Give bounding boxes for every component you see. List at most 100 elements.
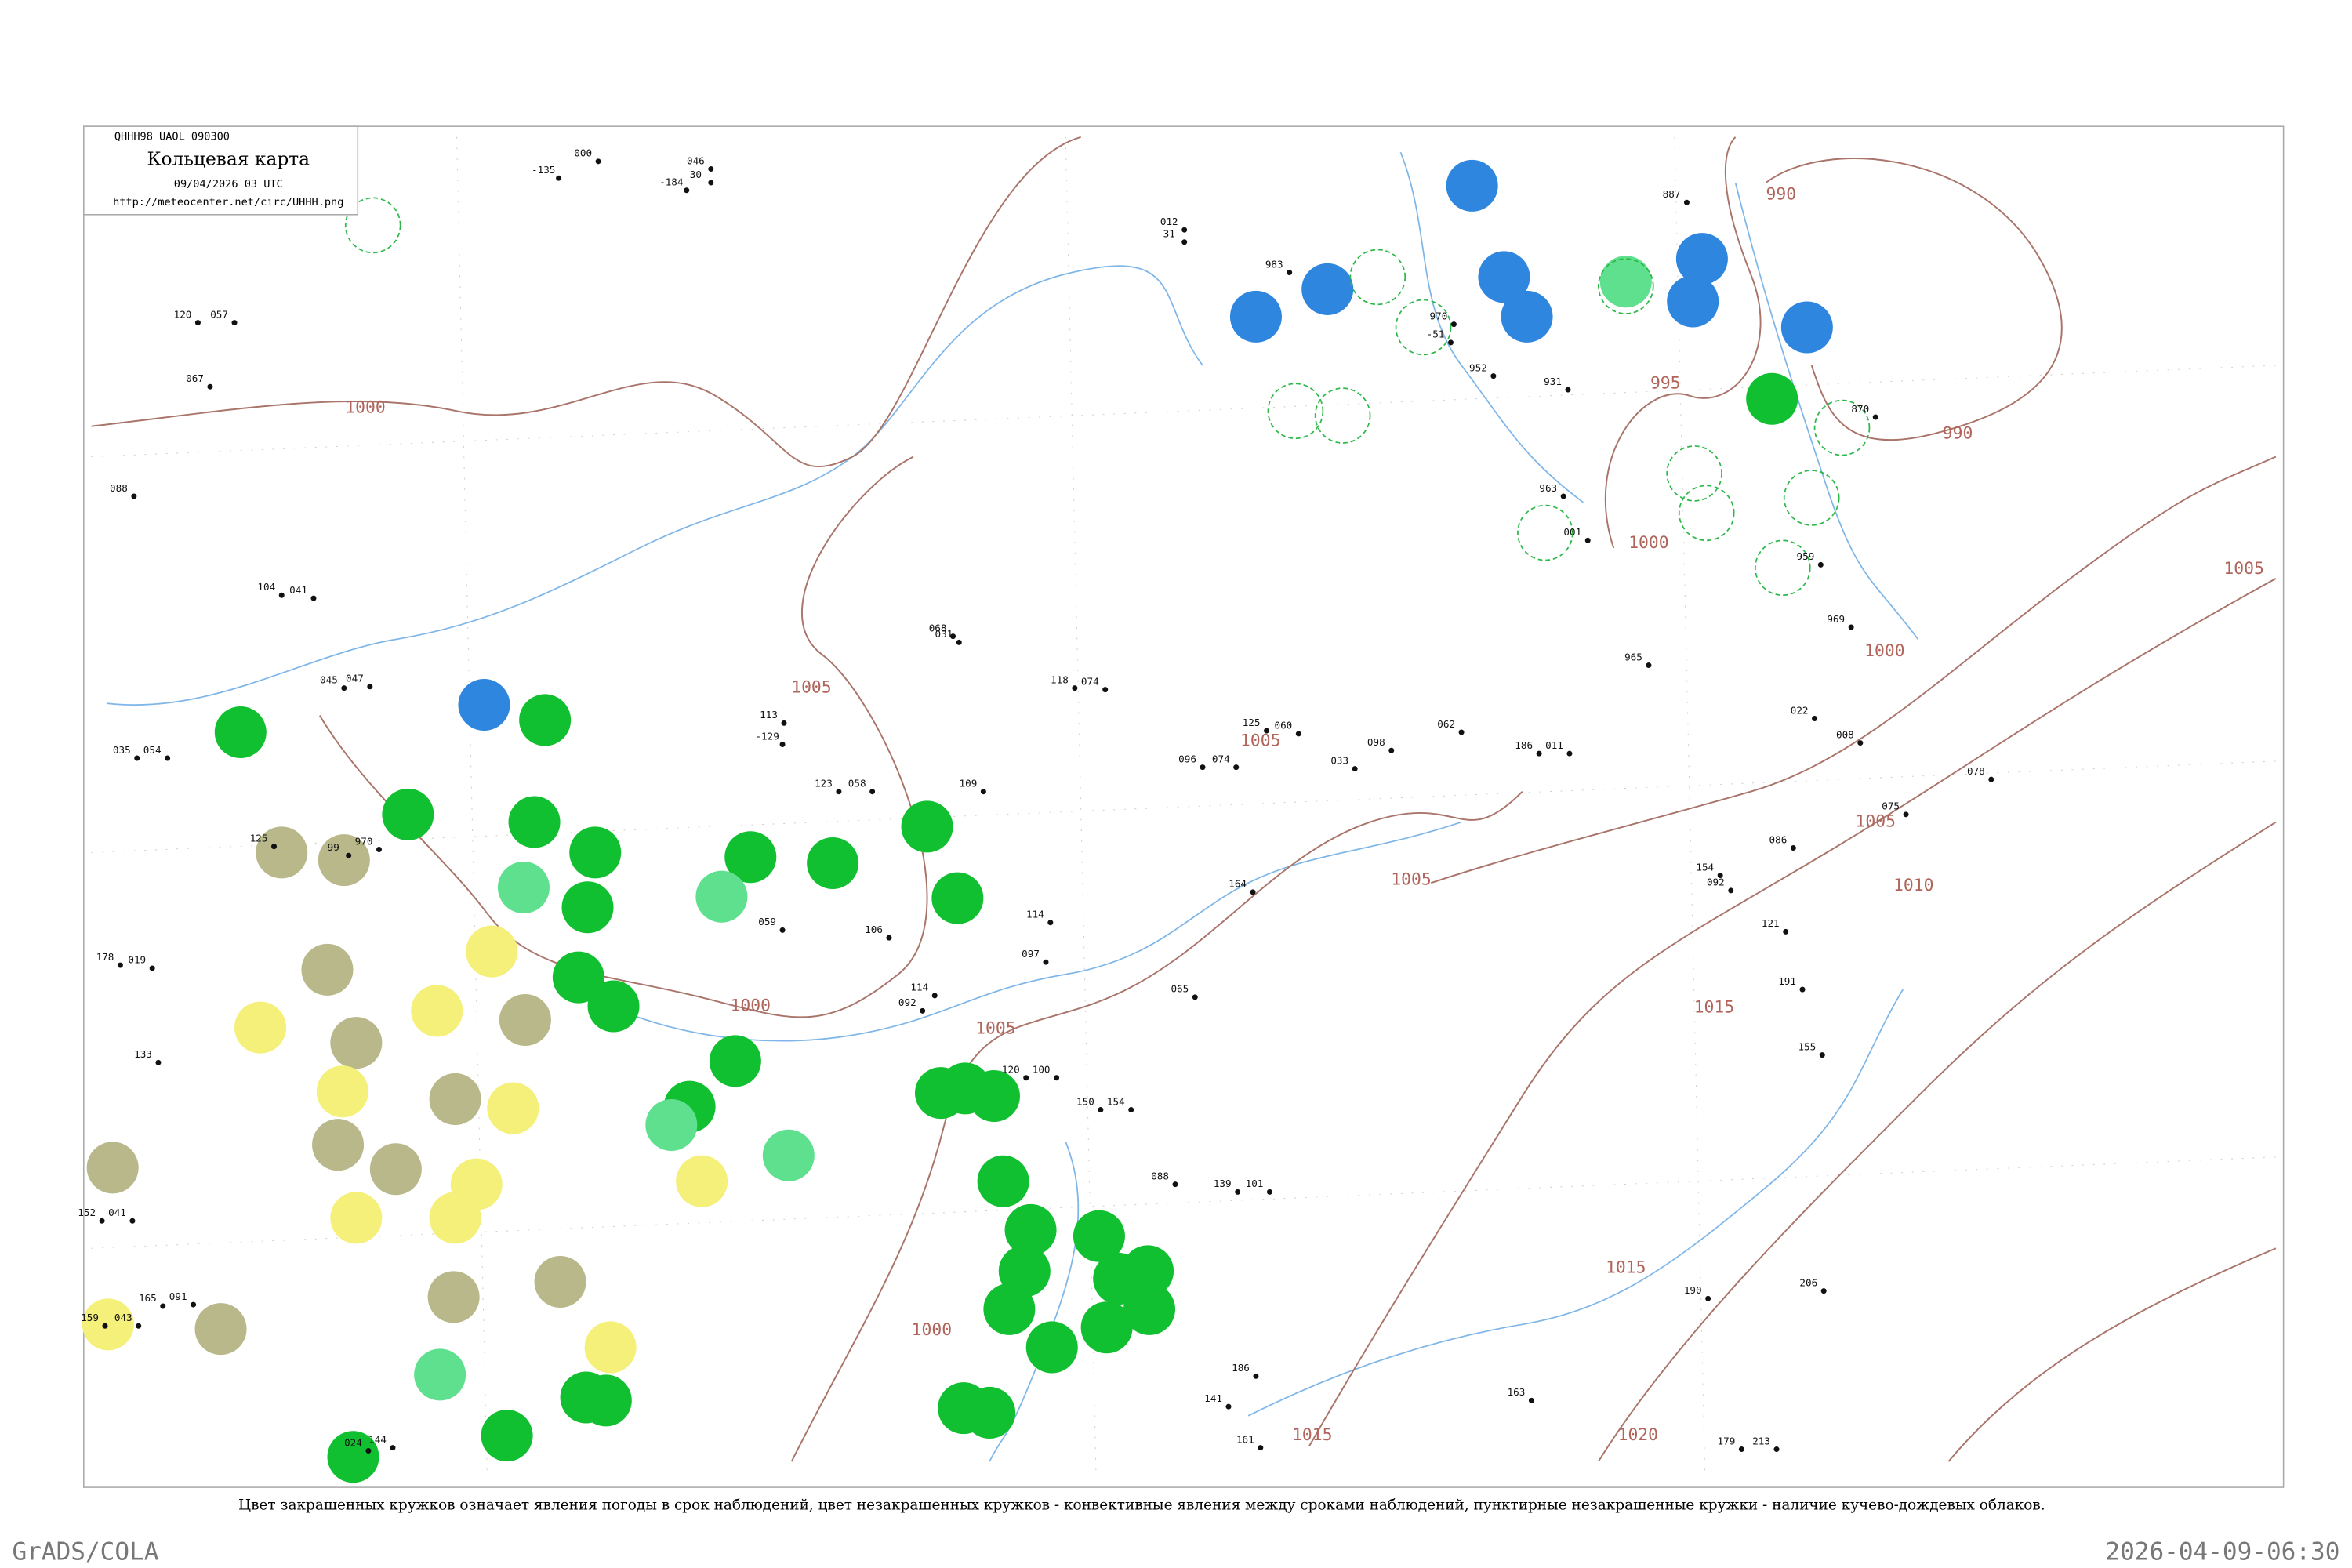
station-value: -184 (659, 176, 683, 188)
weather-circle (1229, 290, 1282, 343)
station-value: 088 (110, 482, 128, 494)
weather-circle (1599, 256, 1652, 308)
station-value: 106 (865, 924, 883, 935)
station-dot (390, 1445, 396, 1451)
station-dot (1266, 1189, 1272, 1195)
weather-circle (552, 951, 604, 1004)
station-value: 133 (134, 1048, 152, 1060)
station-dot (1819, 1052, 1825, 1058)
station-dot (1047, 920, 1054, 926)
weather-circle (330, 1017, 383, 1069)
weather-circle (1746, 372, 1798, 425)
weather-circle (1122, 1245, 1174, 1298)
station-dot (1820, 1288, 1827, 1294)
station-value: 206 (1799, 1276, 1817, 1288)
station-dot (1490, 373, 1497, 379)
station-value: 001 (1563, 526, 1581, 538)
station-dot (102, 1323, 108, 1329)
labels: 1000 1005 1000 1000 1005 1005 1000 995 990 990 100… (78, 147, 2264, 1454)
station-value: 075 (1882, 800, 1900, 812)
station-value: 074 (1081, 675, 1099, 687)
station-value: 098 (1367, 736, 1385, 748)
station-dot (1857, 740, 1864, 746)
weather-circle (1301, 263, 1354, 315)
weather-circle (762, 1129, 815, 1181)
station-dot (134, 755, 140, 761)
station-value: 163 (1508, 1386, 1526, 1398)
station-value: 161 (1236, 1433, 1254, 1445)
station-dot (1783, 928, 1789, 935)
weather-circle (1780, 301, 1833, 354)
station-value: 970 (355, 835, 373, 847)
station-value: 152 (78, 1207, 96, 1218)
station-dot (1817, 561, 1824, 568)
station-dot (1054, 1075, 1060, 1081)
station-value: 123 (815, 778, 833, 789)
station-value: 121 (1762, 917, 1780, 929)
header-url: http://meteocenter.net/circ/UHHH.png (113, 196, 343, 209)
station-dot (271, 844, 278, 850)
weather-circle (369, 1143, 422, 1196)
station-value: 30 (690, 169, 702, 180)
station-value: 963 (1539, 482, 1557, 494)
station-value: 109 (960, 778, 978, 789)
station-value: 031 (935, 628, 953, 640)
weather-circle (487, 1082, 539, 1134)
station-dot (1043, 959, 1049, 965)
footer-right: 2026-04-09-06:30 (2105, 1538, 2339, 1566)
station-value: 154 (1696, 861, 1714, 873)
station-dot (956, 639, 962, 645)
weather-circle (519, 694, 572, 746)
weather-circle (560, 1371, 612, 1424)
isobar-label: 1000 (731, 996, 771, 1015)
isobars (91, 136, 2277, 1462)
station-value: 011 (1545, 739, 1563, 751)
weather-circle (534, 1255, 586, 1308)
weather-circle (497, 862, 550, 914)
weather-circle (998, 1245, 1051, 1298)
isobar-label: 1005 (2223, 559, 2263, 579)
weather-circle (327, 1431, 379, 1483)
station-value: 019 (128, 954, 146, 966)
station-value: 144 (368, 1433, 387, 1445)
station-value: 033 (1330, 754, 1348, 766)
station-dot (310, 595, 317, 601)
station-dot (1287, 270, 1293, 276)
station-dot (1872, 414, 1878, 420)
station-value: 159 (81, 1312, 99, 1323)
station-dot (1536, 750, 1542, 757)
station-dot (1235, 1189, 1241, 1195)
station-value: 045 (320, 673, 338, 685)
weather-circles (82, 159, 1871, 1483)
station-value: 097 (1022, 948, 1040, 960)
station-value: 060 (1275, 720, 1293, 731)
station-value: 141 (1204, 1392, 1222, 1404)
weather-circle (1675, 233, 1728, 285)
station-value: 024 (344, 1436, 362, 1448)
station-dot (1447, 339, 1454, 346)
weather-circle (676, 1155, 728, 1207)
station-dot (1128, 1107, 1134, 1113)
weather-circle (561, 881, 614, 934)
station-dot (278, 592, 285, 598)
weather-circle (569, 826, 622, 879)
cb-ring (1267, 383, 1324, 440)
station-value: 931 (1544, 376, 1562, 387)
station-dot (1072, 685, 1078, 691)
weather-circle (508, 796, 561, 848)
station-dot (1225, 1403, 1232, 1410)
station-dot (1903, 811, 1909, 818)
weather-circle (724, 831, 777, 884)
station-value: 139 (1214, 1178, 1232, 1189)
weather-circle (1478, 251, 1530, 303)
station-dot (836, 789, 842, 795)
station-dot (1233, 764, 1240, 771)
station-dot (1250, 889, 1256, 895)
weather-circle (86, 1142, 139, 1194)
station-value: 008 (1836, 728, 1854, 740)
station-value: 125 (1243, 717, 1261, 728)
cb-ring (1678, 485, 1735, 542)
station-dot (1192, 994, 1198, 1000)
weather-circle (1501, 290, 1553, 343)
